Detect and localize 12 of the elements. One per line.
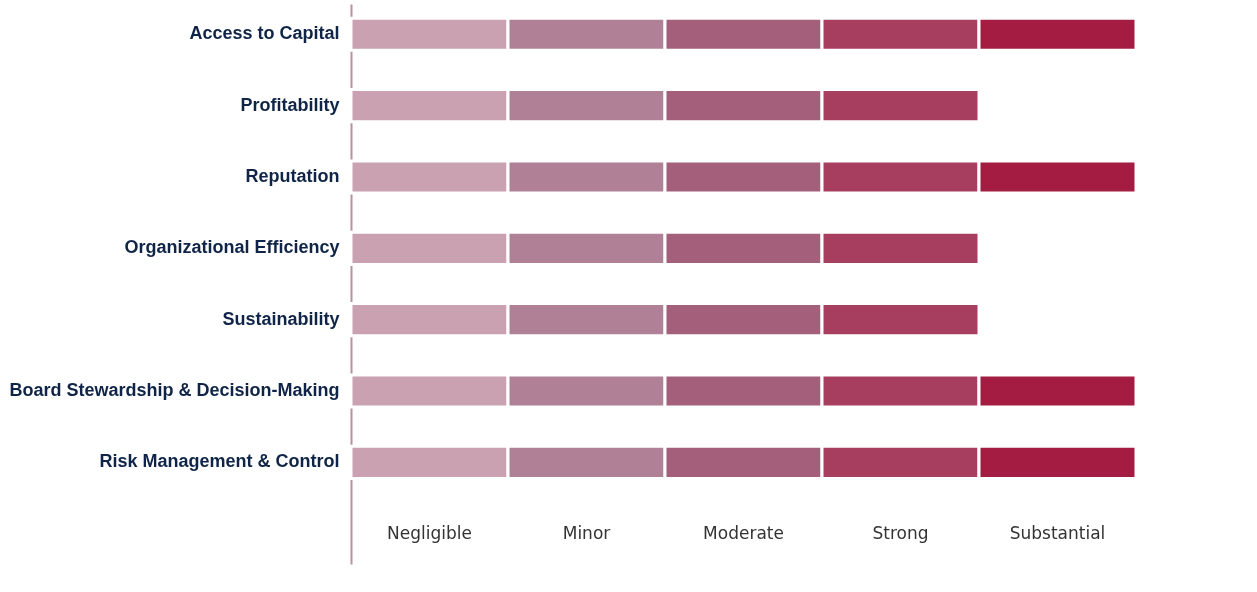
y-tick-label: Risk Management & Control (99, 451, 340, 472)
y-tick-label: Organizational Efficiency (124, 237, 340, 258)
text: Minor (562, 522, 611, 543)
text: Substantial (1009, 522, 1106, 543)
y-tick-label: Board Stewardship & Decision-Making (9, 380, 340, 401)
text: Strong (872, 522, 929, 543)
y-tick-label: Reputation (245, 165, 340, 186)
text: Moderate (703, 522, 784, 543)
y-tick-label: Profitability (240, 94, 340, 115)
text: Negligible (387, 522, 472, 543)
y-tick-label: Access to Capital (189, 23, 340, 44)
y-tick-label: Sustainability (222, 308, 340, 329)
